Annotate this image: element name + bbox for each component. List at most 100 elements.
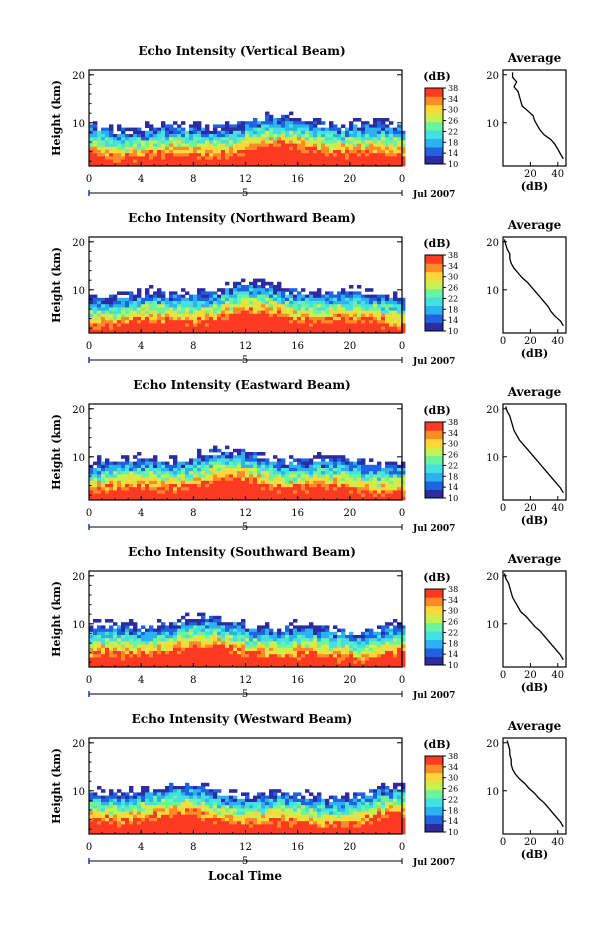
date-label: Jul 2007 xyxy=(412,858,455,868)
average-x-label: (dB) xyxy=(521,180,548,193)
colorbar-segment xyxy=(425,104,443,114)
colorbar-tick-label: 22 xyxy=(448,127,458,136)
x-tick-label: 4 xyxy=(138,842,144,853)
colorbar-segment xyxy=(425,430,443,440)
colorbar-segment xyxy=(425,88,443,97)
day-label: 5 xyxy=(242,856,248,867)
colorbar-tick-label: 34 xyxy=(448,429,458,438)
colorbar-tick-label: 30 xyxy=(448,774,458,783)
avg-y-tick-label: 20 xyxy=(486,405,499,416)
y-tick-label: 20 xyxy=(72,405,85,416)
colorbar-frame xyxy=(424,87,444,165)
average-profile-line xyxy=(503,573,564,661)
colorbar-segment xyxy=(425,147,443,156)
average-x-label: (dB) xyxy=(521,681,548,694)
day-label: 5 xyxy=(242,522,248,533)
x-tick-label: 4 xyxy=(138,174,144,185)
colorbar-tick-label: 38 xyxy=(448,752,458,761)
date-label: Jul 2007 xyxy=(412,357,455,367)
colorbar-segment xyxy=(425,155,443,165)
panel-title: Echo Intensity (Eastward Beam) xyxy=(133,378,350,392)
y-tick-label: 20 xyxy=(72,739,85,750)
colorbar-tick-label: 14 xyxy=(448,316,458,325)
colorbar-label: (dB) xyxy=(423,70,450,83)
avg-x-tick-label: 20 xyxy=(524,503,537,514)
panel-2: Echo Intensity (Eastward Beam) 0 4 8 12 16 20 0… xyxy=(50,378,567,534)
x-tick-label: 0 xyxy=(86,341,92,352)
x-tick-label: 0 xyxy=(86,675,92,686)
day-label: 5 xyxy=(242,689,248,700)
x-tick-label: 20 xyxy=(343,508,356,519)
colorbar-segment xyxy=(425,271,443,281)
colorbar-segment xyxy=(425,648,443,657)
colorbar-label: (dB) xyxy=(423,404,450,417)
average-panel: Average 20 10 0 20 40(dB) xyxy=(486,218,567,360)
x-tick-label: 16 xyxy=(291,508,304,519)
average-frame xyxy=(502,403,567,501)
average-title: Average xyxy=(507,218,562,232)
colorbar-tick-label: 14 xyxy=(448,817,458,826)
colorbar-segment xyxy=(425,589,443,598)
colorbar-tick-label: 18 xyxy=(448,138,458,147)
y-tick-label: 10 xyxy=(72,453,85,464)
day-label: 5 xyxy=(242,188,248,199)
avg-x-tick-label: 20 xyxy=(524,670,537,681)
avg-x-tick-label: 20 xyxy=(524,169,537,180)
x-axis-label: Local Time xyxy=(208,869,282,883)
colorbar-segment xyxy=(425,447,443,457)
panel-title: Echo Intensity (Vertical Beam) xyxy=(138,44,345,58)
colorbar-segment xyxy=(425,639,443,649)
colorbar-segment xyxy=(425,121,443,131)
x-tick-label: 8 xyxy=(190,842,196,853)
colorbar-segment xyxy=(425,772,443,782)
colorbar-tick-label: 30 xyxy=(448,607,458,616)
colorbar-segment xyxy=(425,789,443,799)
average-panel: Average 20 10 0 20 40(dB) xyxy=(486,719,567,861)
colorbar-tick-label: 38 xyxy=(448,418,458,427)
colorbar-tick-label: 14 xyxy=(448,483,458,492)
colorbar-tick-label: 34 xyxy=(448,262,458,271)
average-frame xyxy=(502,69,567,167)
x-tick-label: 8 xyxy=(190,675,196,686)
colorbar-segment xyxy=(425,464,443,473)
x-tick-label: 0 xyxy=(399,508,405,519)
x-tick-label: 20 xyxy=(343,341,356,352)
x-tick-label: 16 xyxy=(291,675,304,686)
colorbar-segment xyxy=(425,96,443,106)
x-tick-label: 20 xyxy=(343,675,356,686)
colorbar-segment xyxy=(425,255,443,264)
colorbar-tick-label: 30 xyxy=(448,273,458,282)
y-tick-label: 10 xyxy=(72,286,85,297)
avg-x-tick-label: 40 xyxy=(551,336,564,347)
colorbar-tick-label: 34 xyxy=(448,763,458,772)
x-tick-label: 0 xyxy=(86,842,92,853)
panel-title: Echo Intensity (Southward Beam) xyxy=(128,545,356,559)
avg-y-tick-label: 10 xyxy=(486,453,499,464)
avg-y-tick-label: 20 xyxy=(486,71,499,82)
x-tick-label: 0 xyxy=(86,508,92,519)
panel-4: Echo Intensity (Westward Beam) 0 4 8 12 16 20 0… xyxy=(50,712,567,868)
avg-y-tick-label: 10 xyxy=(486,620,499,631)
avg-y-tick-label: 20 xyxy=(486,739,499,750)
x-tick-label: 4 xyxy=(138,341,144,352)
colorbar-tick-label: 10 xyxy=(448,661,458,670)
average-profile-line xyxy=(505,406,564,494)
x-tick-label: 12 xyxy=(239,675,252,686)
average-panel: Average 20 10 0 20 40(dB) xyxy=(486,552,567,694)
colorbar-segment xyxy=(425,472,443,482)
colorbar-tick-label: 22 xyxy=(448,294,458,303)
x-tick-label: 0 xyxy=(86,174,92,185)
x-tick-label: 0 xyxy=(399,842,405,853)
avg-x-tick-label: 40 xyxy=(551,503,564,514)
average-title: Average xyxy=(507,552,562,566)
avg-y-tick-label: 20 xyxy=(486,238,499,249)
colorbar-label: (dB) xyxy=(423,571,450,584)
colorbar-segment xyxy=(425,113,443,123)
colorbar-tick-label: 14 xyxy=(448,149,458,158)
panel-0: Echo Intensity (Vertical Beam) 0 4 8 12 16 20 0… xyxy=(50,44,567,200)
